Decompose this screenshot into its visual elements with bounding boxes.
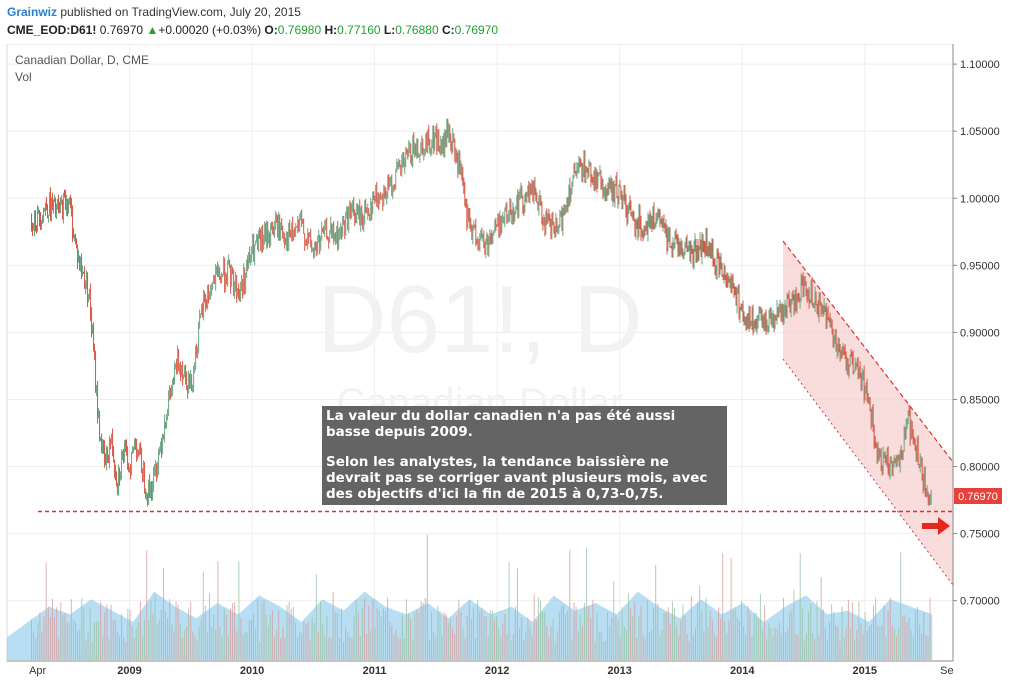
quote-line: CME_EOD:D61! 0.76970 ▲+0.00020 (+0.03%) … [7, 23, 498, 37]
annotation-text-2: Selon les analystes, la tendance baissiè… [326, 454, 708, 502]
x-tick-label: Apr [29, 665, 46, 677]
y-tick-label: 1.10000 [960, 59, 1000, 71]
annotation-text-1: La valeur du dollar canadien n'a pas été… [326, 408, 676, 440]
x-tick-label: 2014 [730, 665, 755, 677]
author-link[interactable]: Grainwiz [7, 5, 58, 19]
chart-header: Grainwiz published on TradingView.com, J… [0, 0, 1014, 44]
publish-info: published on TradingView.com, July 20, 2… [57, 5, 301, 19]
y-tick-label: 0.80000 [960, 462, 1000, 474]
last-price: 0.76970 [99, 23, 144, 37]
legend-volume: Vol [15, 70, 32, 84]
y-tick-label: 0.95000 [960, 260, 1000, 272]
y-tick-label: 0.85000 [960, 394, 1000, 406]
low-value: 0.76880 [395, 23, 439, 37]
open-value: 0.76980 [277, 23, 322, 37]
watermark-symbol: D61!, D [317, 266, 642, 373]
price-tag-value: 0.76970 [958, 491, 998, 503]
open-label: O: [264, 23, 278, 37]
annotation-box: La valeur du dollar canadien n'a pas été… [322, 406, 727, 505]
low-label: L: [383, 23, 396, 37]
x-tick-label: 2012 [485, 665, 509, 677]
publish-line: Grainwiz published on TradingView.com, J… [7, 5, 301, 19]
channel-fill [783, 241, 953, 585]
trend-channel [782, 240, 954, 586]
x-tick-label: 2010 [240, 665, 264, 677]
channel-upper-line [782, 240, 954, 463]
up-arrow-icon: ▲ [146, 23, 159, 37]
x-tick-label: 2009 [117, 665, 141, 677]
time-axis: Apr 2009 2010 2011 2012 2013 2014 2015 Se [7, 660, 954, 677]
y-tick-label: 1.00000 [960, 193, 1000, 205]
high-value: 0.77160 [337, 23, 381, 37]
volume-area [7, 534, 933, 660]
channel-lower-line [782, 358, 954, 586]
y-tick-label: 0.70000 [960, 596, 1000, 608]
close-value: 0.76970 [454, 23, 499, 37]
symbol: CME_EOD:D61! [7, 23, 97, 37]
price-change: +0.00020 (+0.03%) [158, 23, 262, 37]
y-tick-label: 1.05000 [960, 126, 1000, 138]
close-label: C: [441, 23, 455, 37]
x-tick-label: Se [940, 665, 953, 677]
price-tag: 0.76970 [954, 488, 1002, 504]
right-arrow-icon [922, 517, 950, 535]
high-label: H: [324, 23, 338, 37]
chart-area[interactable]: D61!, D Canadian Dollar 1.10000 1.05000 1.… [0, 43, 1014, 686]
x-tick-label: 2013 [607, 665, 631, 677]
y-tick-label: 0.90000 [960, 327, 1000, 339]
y-tick-label: 0.75000 [960, 529, 1000, 541]
price-candles [31, 118, 932, 507]
legend-title: Canadian Dollar, D, CME [15, 53, 149, 67]
x-tick-label: 2015 [853, 665, 877, 677]
price-chart[interactable]: D61!, D Canadian Dollar 1.100001.050001.… [0, 43, 1014, 686]
price-axis: 1.10000 1.05000 1.00000 0.95000 0.90000 0.850… [952, 44, 1000, 661]
x-tick-label: 2011 [363, 665, 387, 677]
